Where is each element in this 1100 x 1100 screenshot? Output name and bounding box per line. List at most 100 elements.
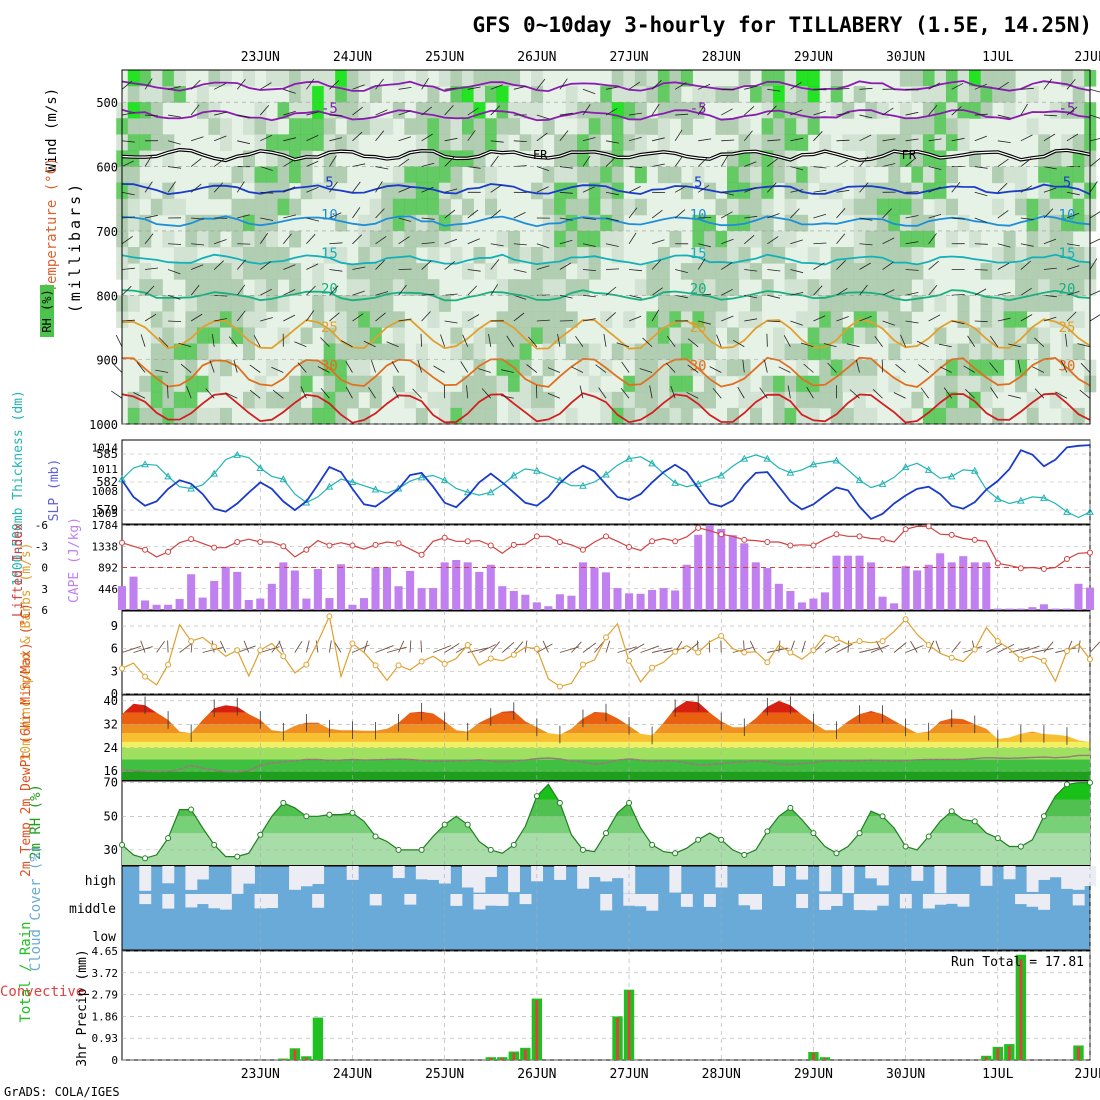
wind-barb — [136, 362, 146, 373]
rh-cell — [750, 407, 763, 425]
rh-cell — [289, 198, 302, 216]
lifted-index-line-point — [603, 533, 609, 540]
rh-cell — [173, 198, 186, 216]
rh-cell — [657, 118, 670, 135]
rh-cell — [830, 279, 843, 296]
wind-barb — [190, 313, 203, 322]
wind-barb — [847, 640, 850, 653]
cape-bar — [578, 562, 587, 610]
rh-cell — [312, 86, 325, 103]
wind-barb — [305, 640, 310, 653]
cloud-clear-cell — [139, 894, 152, 905]
wind-barb — [938, 343, 952, 348]
wind-barb — [536, 319, 550, 322]
wind-barb — [214, 239, 227, 245]
rh-cell — [369, 198, 382, 216]
wind-barb — [698, 138, 712, 142]
wind-barb — [490, 243, 504, 247]
rh-cell — [784, 118, 797, 135]
cloud-clear-cell — [1026, 866, 1039, 892]
precip-convective-bar — [1007, 1045, 1011, 1060]
rh-cell — [600, 86, 613, 103]
rh-cell — [346, 295, 359, 312]
rh-cell — [969, 70, 982, 87]
temp-band — [122, 724, 1090, 734]
rh-cell — [219, 407, 232, 425]
rh-cell — [715, 230, 728, 248]
wind-barb — [651, 259, 662, 270]
thickness-line-point — [579, 481, 587, 489]
rh-cell — [323, 391, 336, 409]
rh-cell — [565, 182, 578, 200]
wind-barb — [859, 217, 873, 221]
precip-total-bar — [312, 1017, 324, 1060]
wind-barb — [744, 187, 757, 193]
rh-cell — [865, 214, 878, 232]
wind-barb — [259, 232, 269, 245]
wind-barb — [582, 243, 596, 247]
rh-cell — [1072, 343, 1085, 361]
contour-label: 30 — [1059, 359, 1076, 375]
wind-barb — [236, 78, 246, 90]
rh-cell — [738, 359, 751, 377]
wind-barb — [846, 343, 860, 348]
wind-barb — [594, 641, 605, 653]
rh-cell — [1026, 279, 1039, 296]
rh-cell — [369, 375, 382, 393]
rh-cell — [922, 86, 935, 103]
rh-cell — [358, 375, 371, 393]
rh-cell — [427, 134, 440, 151]
wind-barb — [974, 269, 988, 271]
wind-speed-line-point — [879, 638, 886, 645]
wind-barb — [629, 166, 643, 168]
wind-barb — [467, 209, 479, 219]
rh-cell — [623, 375, 636, 393]
rh-cell — [899, 247, 912, 264]
date-label-bottom: 23JUN — [241, 1067, 280, 1082]
rh-cell — [703, 375, 716, 393]
rh-tick-label: 50 — [104, 809, 118, 823]
rh-cell — [588, 198, 601, 216]
rh-cell — [289, 70, 302, 87]
rh-cell — [381, 343, 394, 361]
wind-barb — [513, 269, 527, 273]
rh-cell — [588, 182, 601, 200]
rh-line-point — [441, 821, 448, 828]
rh-cell — [1049, 198, 1062, 216]
rh-cell — [346, 391, 359, 409]
wind-barb — [329, 242, 343, 245]
rh-cell — [150, 70, 163, 87]
rh-cell — [865, 263, 878, 280]
cape-bar — [936, 553, 945, 610]
rh-cell — [934, 198, 947, 216]
wind-barb — [178, 342, 192, 348]
rh-cell — [185, 263, 198, 280]
wind-barb — [283, 289, 296, 296]
wind-barb — [595, 364, 607, 373]
precip-convective-label: Convective — [0, 984, 84, 1000]
wind-barb — [882, 138, 896, 142]
rh-cell — [703, 263, 716, 280]
rh-cell — [957, 134, 970, 151]
wind-barb — [513, 641, 524, 653]
rh-cell — [899, 198, 912, 216]
wind-barb — [905, 241, 919, 245]
rh-cell — [508, 391, 521, 409]
wind-barb — [513, 212, 526, 219]
rh-cell — [773, 343, 786, 361]
pressure-tick-label: 700 — [96, 225, 118, 239]
wind-barb — [213, 260, 224, 270]
rh-cell — [657, 134, 670, 151]
wind-barb — [180, 363, 192, 373]
rh-cell — [496, 359, 509, 377]
rh-cell — [588, 118, 601, 135]
cape-bar — [797, 602, 806, 610]
wind-barb — [997, 81, 1009, 90]
rh-cell — [807, 311, 820, 328]
wind-barb — [329, 114, 343, 117]
rh-cell — [208, 327, 221, 345]
wind-barb — [1089, 114, 1100, 119]
wind-barb — [928, 138, 942, 142]
wind-barb — [205, 388, 215, 399]
rh-cell — [623, 102, 636, 119]
